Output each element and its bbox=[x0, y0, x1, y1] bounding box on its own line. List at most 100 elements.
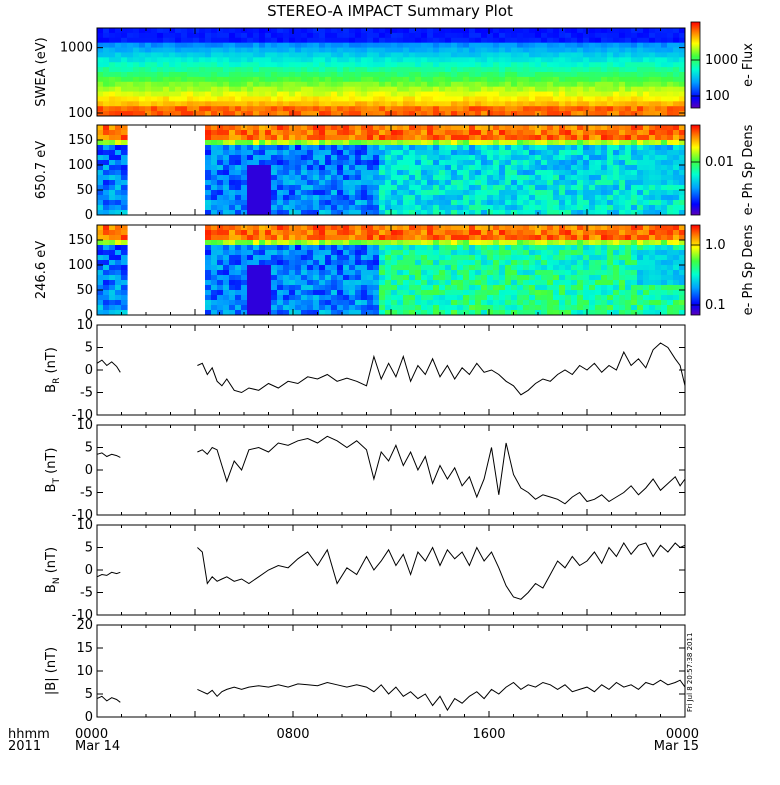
spectrogram-cell bbox=[517, 140, 524, 146]
spectrogram-cell bbox=[217, 305, 224, 311]
spectrogram-cell bbox=[265, 245, 272, 251]
spectrogram-cell bbox=[319, 300, 326, 306]
spectrogram-cell bbox=[481, 170, 488, 176]
spectrogram-cell bbox=[409, 82, 416, 87]
spectrogram-cell bbox=[457, 125, 464, 131]
spectrogram-cell bbox=[493, 96, 500, 101]
spectrogram-cell bbox=[109, 265, 116, 271]
spectrogram-cell bbox=[535, 87, 542, 92]
spectrogram-cell bbox=[205, 255, 212, 261]
spectrogram-cell bbox=[475, 160, 482, 166]
spectrogram-cell bbox=[589, 270, 596, 276]
spectrogram-cell bbox=[439, 57, 446, 62]
spectrogram-cell bbox=[655, 43, 662, 48]
spectrogram-cell bbox=[169, 48, 176, 53]
spectrogram-cell bbox=[529, 101, 536, 106]
spectrogram-cell bbox=[661, 33, 668, 38]
spectrogram-cell bbox=[319, 250, 326, 256]
spectrogram-cell bbox=[601, 165, 608, 171]
spectrogram-cell bbox=[271, 225, 278, 231]
spectrogram-cell bbox=[229, 101, 236, 106]
spectrogram-cell bbox=[505, 255, 512, 261]
spectrogram-cell bbox=[139, 62, 146, 67]
spectrogram-cell bbox=[577, 145, 584, 151]
spectrogram-cell bbox=[583, 175, 590, 181]
spectrogram-cell bbox=[199, 77, 206, 82]
spectrogram-cell bbox=[625, 290, 632, 296]
spectrogram-cell bbox=[565, 72, 572, 77]
spectrogram-cell bbox=[175, 101, 182, 106]
spectrogram-cell bbox=[307, 155, 314, 161]
spectrogram-cell bbox=[271, 125, 278, 131]
spectrogram-cell bbox=[421, 77, 428, 82]
spectrogram-cell bbox=[109, 135, 116, 141]
spectrogram-cell bbox=[529, 125, 536, 131]
spectrogram-cell bbox=[601, 92, 608, 97]
spectrogram-cell bbox=[223, 125, 230, 131]
spectrogram-cell bbox=[559, 155, 566, 161]
spectrogram-cell bbox=[487, 165, 494, 171]
spectrogram-cell bbox=[391, 240, 398, 246]
spectrogram-cell bbox=[655, 96, 662, 101]
spectrogram-cell bbox=[631, 290, 638, 296]
spectrogram-cell bbox=[421, 43, 428, 48]
spectrogram-cell bbox=[511, 82, 518, 87]
spectrogram-cell bbox=[313, 82, 320, 87]
spectrogram-cell bbox=[673, 240, 680, 246]
spectrogram-cell bbox=[637, 225, 644, 231]
spectrogram-cell bbox=[295, 170, 302, 176]
spectrogram-cell bbox=[601, 285, 608, 291]
spectrogram-cell bbox=[541, 290, 548, 296]
spectrogram-cell bbox=[625, 82, 632, 87]
spectrogram-cell bbox=[367, 155, 374, 161]
spectrogram-cell bbox=[253, 77, 260, 82]
spectrogram-cell bbox=[427, 290, 434, 296]
spectrogram-cell bbox=[631, 185, 638, 191]
spectrogram-cell bbox=[217, 195, 224, 201]
spectrogram-cell bbox=[295, 125, 302, 131]
spectrogram-cell bbox=[577, 185, 584, 191]
spectrogram-cell bbox=[289, 250, 296, 256]
spectrogram-cell bbox=[367, 260, 374, 266]
spectrogram-cell bbox=[97, 67, 104, 72]
spectrogram-cell bbox=[403, 38, 410, 43]
spectrogram-cell bbox=[247, 235, 254, 241]
spectrogram-cell bbox=[97, 77, 104, 82]
spectrogram-cell bbox=[361, 265, 368, 271]
spectrogram-cell bbox=[127, 82, 134, 87]
spectrogram-cell bbox=[607, 240, 614, 246]
spectrogram-cell bbox=[637, 72, 644, 77]
spectrogram-cell bbox=[205, 240, 212, 246]
spectrogram-cell bbox=[283, 125, 290, 131]
spectrogram-cell bbox=[631, 92, 638, 97]
spectrogram-cell bbox=[223, 190, 230, 196]
spectrogram-cell bbox=[379, 250, 386, 256]
spectrogram-cell bbox=[121, 155, 128, 161]
spectrogram-cell bbox=[577, 106, 584, 111]
spectrogram-cell bbox=[625, 165, 632, 171]
spectrogram-cell bbox=[457, 260, 464, 266]
spectrogram-cell bbox=[439, 265, 446, 271]
spectrogram-cell bbox=[487, 92, 494, 97]
spectrogram-cell bbox=[571, 92, 578, 97]
spectrogram-cell bbox=[535, 240, 542, 246]
spectrogram-cell bbox=[481, 205, 488, 211]
spectrogram-cell bbox=[607, 160, 614, 166]
spectrogram-cell bbox=[475, 150, 482, 156]
spectrogram-cell bbox=[415, 106, 422, 111]
spectrogram-cell bbox=[619, 67, 626, 72]
spectrogram-cell bbox=[241, 170, 248, 176]
spectrogram-cell bbox=[649, 300, 656, 306]
spectrogram-cell bbox=[487, 28, 494, 33]
spectrogram-cell bbox=[565, 130, 572, 136]
spectrogram-cell bbox=[505, 235, 512, 241]
spectrogram-cell bbox=[433, 240, 440, 246]
spectrogram-cell bbox=[607, 38, 614, 43]
spectrogram-cell bbox=[523, 280, 530, 286]
spectrogram-cell bbox=[355, 160, 362, 166]
spectrogram-cell bbox=[319, 185, 326, 191]
spectrogram-cell bbox=[193, 67, 200, 72]
spectrogram-cell bbox=[643, 260, 650, 266]
spectrogram-cell bbox=[487, 140, 494, 146]
spectrogram-cell bbox=[589, 160, 596, 166]
